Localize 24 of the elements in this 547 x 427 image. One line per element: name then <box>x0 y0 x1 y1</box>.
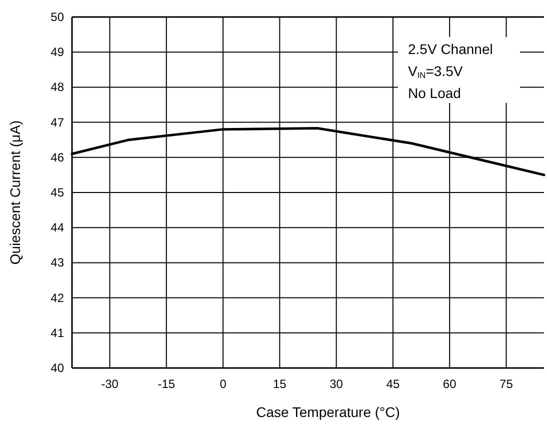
y-tick-label: 48 <box>50 80 64 94</box>
x-tick-label: 15 <box>273 377 287 391</box>
y-tick-label: 46 <box>50 150 64 164</box>
y-tick-label: 49 <box>50 45 64 60</box>
y-tick-label: 41 <box>50 326 64 340</box>
y-tick-label: 40 <box>50 361 64 375</box>
x-tick-label: 60 <box>442 377 457 391</box>
annotation: V$_{IN}$=3.5V <box>408 63 464 80</box>
x-tick-label: -30 <box>101 377 119 391</box>
y-tick-label: 42 <box>50 290 64 305</box>
x-tick-label: 45 <box>386 377 400 391</box>
annotation: No Load <box>408 85 461 101</box>
y-axis-title: Quiescent Current (μA) <box>7 120 23 265</box>
x-tick-label: -15 <box>158 377 176 391</box>
y-tick-label: 47 <box>50 115 64 130</box>
annotation: 2.5V Channel <box>408 41 493 57</box>
x-tick-label: 30 <box>330 377 344 391</box>
x-tick-label: 75 <box>500 377 514 391</box>
x-tick-label: 0 <box>220 377 227 391</box>
y-tick-label: 44 <box>50 220 64 235</box>
y-tick-label: 43 <box>50 256 64 270</box>
y-tick-label: 50 <box>50 10 64 24</box>
x-axis-title: Case Temperature (°C) <box>256 404 400 420</box>
y-tick-label: 45 <box>50 186 64 200</box>
